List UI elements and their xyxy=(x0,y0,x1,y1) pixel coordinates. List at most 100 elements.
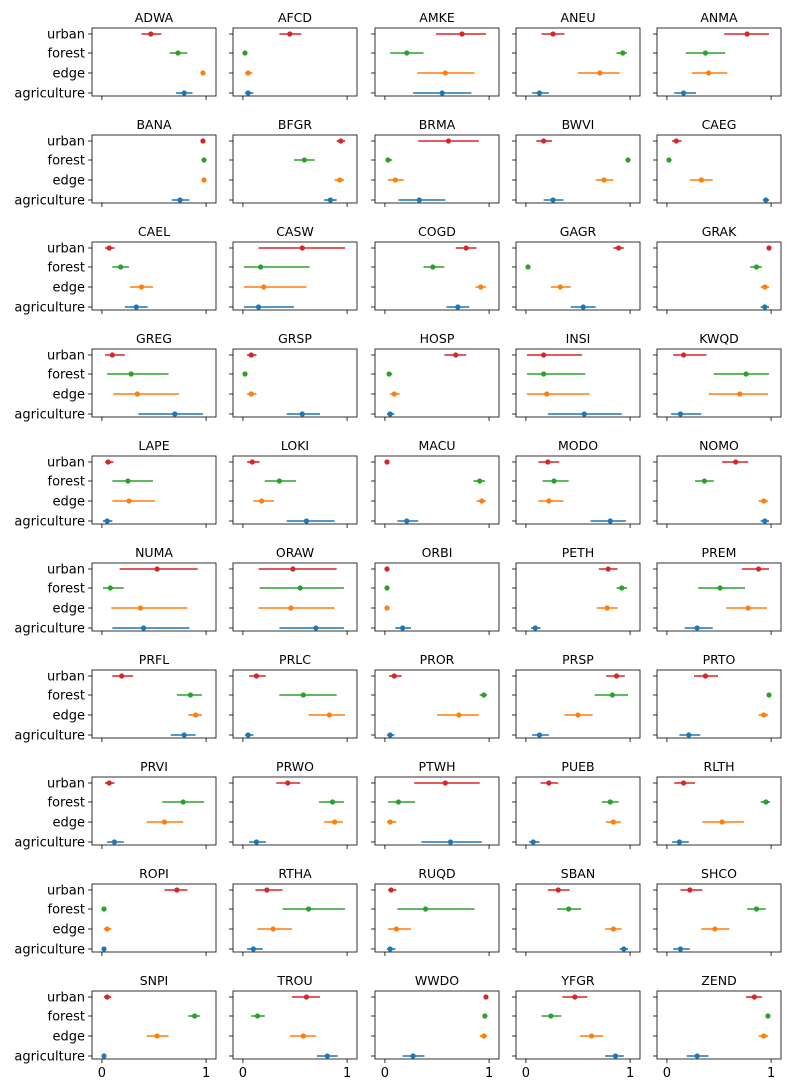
y-tick-label-urban: urban xyxy=(47,349,85,364)
panel-loki: LOKI xyxy=(229,438,358,528)
x-tick-label: 0 xyxy=(663,1066,671,1081)
point-agriculture xyxy=(387,946,393,952)
panel-frame xyxy=(656,455,782,525)
point-agriculture xyxy=(133,304,139,310)
point-forest xyxy=(477,478,483,484)
point-agriculture xyxy=(532,625,538,631)
panel-title: PUEB xyxy=(561,759,594,774)
panel-prlc: PRLC xyxy=(229,652,358,742)
panel-title: BRMA xyxy=(419,117,456,132)
point-forest xyxy=(766,692,772,698)
point-agriculture xyxy=(111,839,118,845)
point-agriculture xyxy=(580,304,586,310)
y-tick-label-forest: forest xyxy=(48,796,85,811)
point-forest xyxy=(128,371,134,377)
panel-title: ORAW xyxy=(276,545,314,560)
panel-title: ANEU xyxy=(561,10,596,25)
point-forest xyxy=(620,50,626,56)
panel-frame xyxy=(91,990,217,1060)
point-edge xyxy=(126,498,132,504)
point-agriculture xyxy=(410,1053,416,1059)
panel-ptwh: PTWH xyxy=(371,759,500,849)
point-urban xyxy=(388,887,394,893)
point-edge xyxy=(610,819,617,825)
y-tick-label-forest: forest xyxy=(48,368,85,383)
panel-frame xyxy=(515,776,641,846)
y-tick-label-urban: urban xyxy=(47,28,85,43)
point-urban xyxy=(572,994,578,1000)
panel-frame xyxy=(374,669,500,739)
point-agriculture xyxy=(447,839,454,845)
y-tick-label-forest: forest xyxy=(48,1010,85,1025)
panel-title: BWVI xyxy=(562,117,595,132)
panel-kwqd: KWQD xyxy=(653,331,782,421)
point-urban xyxy=(248,352,254,358)
point-urban xyxy=(106,780,112,786)
point-forest xyxy=(300,692,306,698)
panel-frame xyxy=(374,990,500,1060)
y-tick-label-edge: edge xyxy=(53,816,86,831)
point-forest xyxy=(404,50,410,56)
panel-frame xyxy=(374,883,500,953)
point-agriculture xyxy=(104,518,110,524)
panel-frame xyxy=(515,669,641,739)
point-agriculture xyxy=(181,732,187,738)
panel-frame xyxy=(91,455,217,525)
point-forest xyxy=(258,264,264,270)
panel-zend: ZEND 0 1 xyxy=(653,973,782,1081)
point-urban xyxy=(338,138,344,144)
point-forest xyxy=(625,157,631,163)
point-urban xyxy=(104,994,110,1000)
point-agriculture xyxy=(313,625,319,631)
panel-insi: INSI xyxy=(512,331,641,421)
point-agriculture xyxy=(680,90,687,96)
point-forest xyxy=(192,1013,198,1019)
panel-frame xyxy=(91,241,217,311)
y-tick-label-forest: forest xyxy=(48,582,85,597)
x-tick-label: 0 xyxy=(381,1066,389,1081)
point-agriculture xyxy=(607,518,613,524)
panel-prem: PREM xyxy=(653,545,782,635)
point-edge xyxy=(597,70,603,76)
y-tick-label-forest: forest xyxy=(48,903,85,918)
panel-title: GRAK xyxy=(702,224,737,239)
point-edge xyxy=(259,498,265,504)
y-tick-label-edge: edge xyxy=(53,67,86,82)
panel-frame xyxy=(232,348,358,418)
y-tick-label-forest: forest xyxy=(48,261,85,276)
point-edge xyxy=(391,391,397,397)
panel-frame xyxy=(232,27,358,97)
y-tick-label-agriculture: agriculture xyxy=(14,943,85,958)
point-urban xyxy=(200,138,206,144)
y-tick-label-edge: edge xyxy=(53,174,86,189)
panel-title: RTHA xyxy=(278,866,312,881)
panel-title: ANMA xyxy=(700,10,738,25)
point-forest xyxy=(765,1013,771,1019)
point-agriculture xyxy=(621,946,627,952)
point-edge xyxy=(387,819,393,825)
point-urban xyxy=(733,459,739,465)
x-tick-label: 1 xyxy=(767,1066,775,1081)
point-edge xyxy=(456,712,462,718)
point-edge xyxy=(138,284,145,290)
point-urban xyxy=(391,673,397,679)
panel-title: LAPE xyxy=(138,438,169,453)
panel-trou: TROU 0 1 xyxy=(229,973,358,1081)
y-tick-label-edge: edge xyxy=(53,281,86,296)
point-urban xyxy=(546,780,552,786)
panel-title: COGD xyxy=(418,224,456,239)
point-forest xyxy=(525,264,531,270)
panel-prwo: PRWO xyxy=(229,759,358,849)
point-urban xyxy=(253,673,260,679)
point-edge xyxy=(134,391,140,397)
point-edge xyxy=(392,177,398,183)
panel-frame xyxy=(515,562,641,632)
point-forest xyxy=(180,799,186,805)
point-urban xyxy=(605,566,611,572)
y-tick-label-edge: edge xyxy=(53,495,86,510)
panel-title: LOKI xyxy=(281,438,309,453)
point-edge xyxy=(248,391,254,397)
point-agriculture xyxy=(581,411,587,417)
panel-frame xyxy=(656,990,782,1060)
point-urban xyxy=(303,994,310,1000)
